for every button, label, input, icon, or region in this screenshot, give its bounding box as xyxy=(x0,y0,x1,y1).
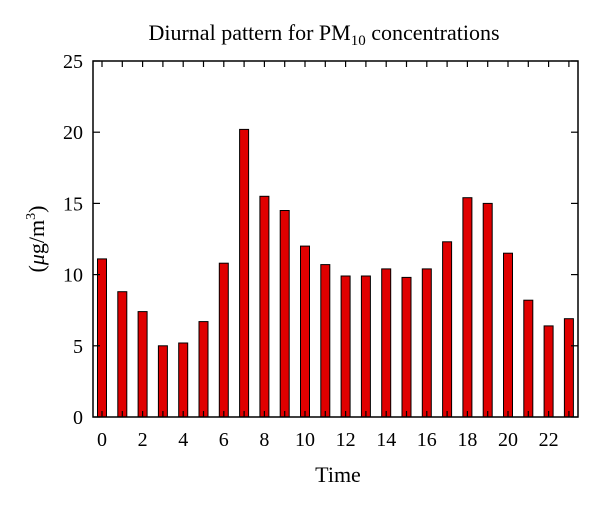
y-tick-label: 15 xyxy=(63,193,83,215)
x-tick-label: 4 xyxy=(178,429,188,451)
x-tick-label: 12 xyxy=(336,429,356,451)
bar xyxy=(421,268,432,418)
bar xyxy=(97,258,107,418)
plot-frame xyxy=(92,60,579,418)
y-tick-label: 0 xyxy=(73,407,83,429)
y-tick-label: 20 xyxy=(63,122,83,144)
y-tick-label: 5 xyxy=(73,336,83,358)
x-tick-label: 2 xyxy=(138,429,148,451)
bar xyxy=(360,275,371,418)
bar xyxy=(178,342,189,418)
x-tick-label: 18 xyxy=(457,429,477,451)
bar xyxy=(462,197,473,418)
x-tick-label: 16 xyxy=(417,429,437,451)
y-axis-ticks: 0 5 10 15 20 25 xyxy=(63,51,578,429)
bar xyxy=(239,128,250,418)
bar xyxy=(381,268,392,418)
bar xyxy=(320,264,331,418)
bar xyxy=(198,321,209,418)
x-tick-label: 20 xyxy=(498,429,518,451)
bar xyxy=(340,275,351,418)
x-tick-label: 10 xyxy=(295,429,315,451)
bar xyxy=(563,318,574,418)
x-tick-label: 14 xyxy=(376,429,396,451)
x-tick-label: 22 xyxy=(539,429,559,451)
x-tick-label: 6 xyxy=(219,429,229,451)
bar xyxy=(259,195,270,418)
bar xyxy=(137,311,148,418)
bar xyxy=(543,325,554,418)
bar xyxy=(279,210,290,418)
bar xyxy=(482,202,493,418)
chart-title: Diurnal pattern for PM10 concentrations xyxy=(148,20,499,49)
bar xyxy=(157,345,168,418)
bar xyxy=(117,291,128,418)
y-tick-label: 10 xyxy=(63,265,83,287)
y-tick-label: 25 xyxy=(63,51,83,73)
x-tick-label: 8 xyxy=(259,429,269,451)
y-axis-label: (μg/m3) xyxy=(24,206,49,273)
x-tick-label: 0 xyxy=(97,429,107,451)
bar xyxy=(401,276,412,418)
bar xyxy=(442,241,453,418)
bar xyxy=(300,245,310,418)
x-axis-ticks: 0 2 4 6 8 10 12 14 16 18 20 22 xyxy=(97,61,570,451)
bar xyxy=(503,252,513,418)
bar xyxy=(523,299,534,418)
bars-group xyxy=(97,128,574,418)
x-axis-label: Time xyxy=(315,462,361,487)
bar xyxy=(218,262,229,418)
